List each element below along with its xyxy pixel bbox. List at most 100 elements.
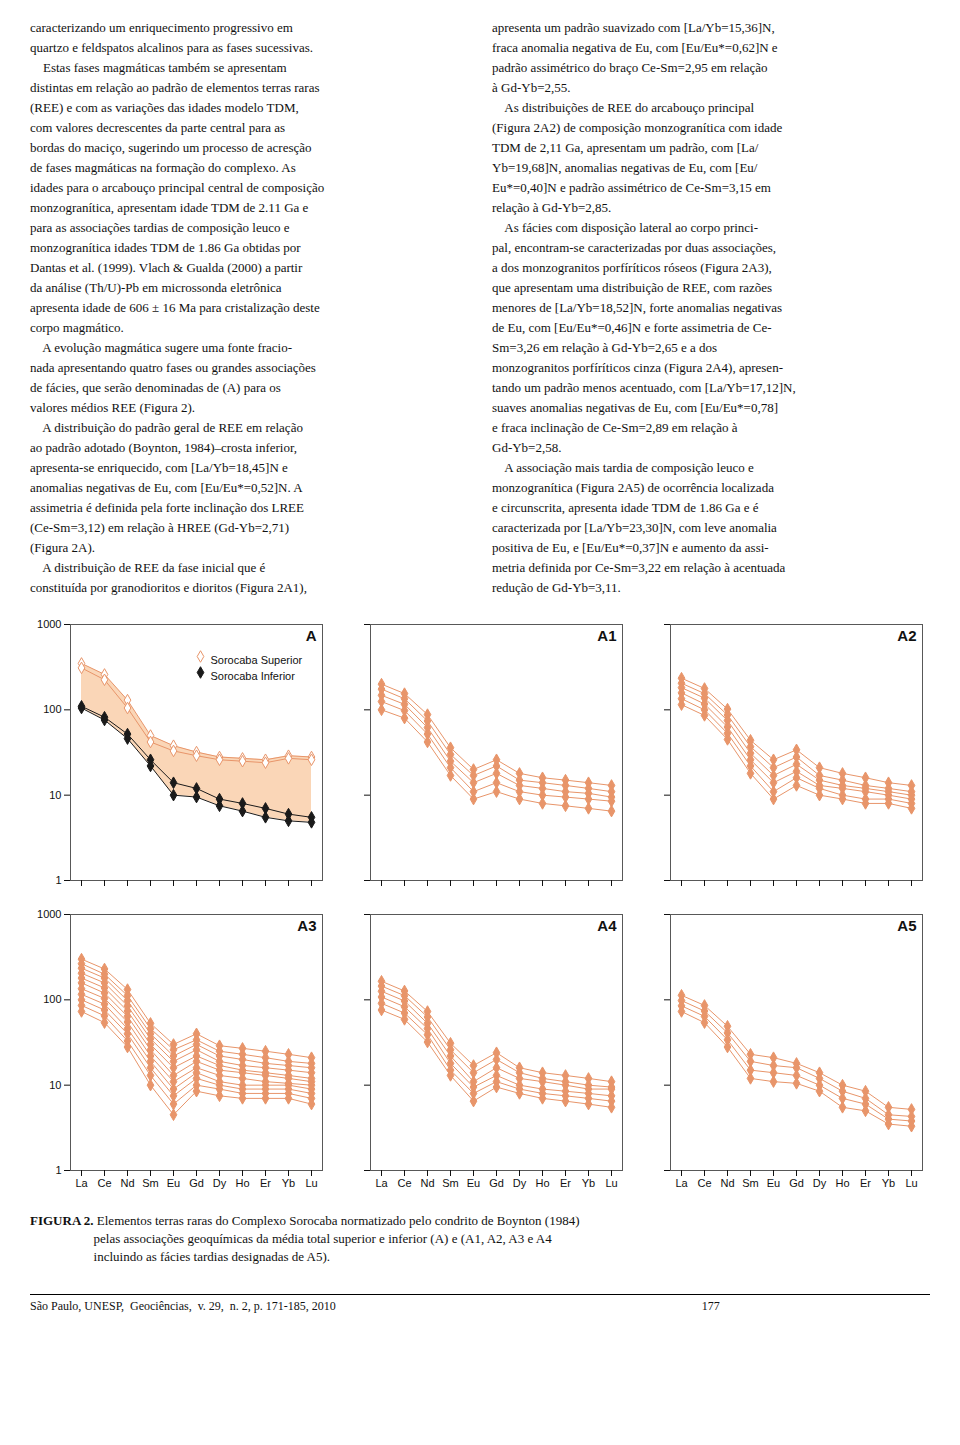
html-text:apresenta idade de 606 ± 16 Ma: apresenta idade de 606 ± 16 Ma para cris… (30, 300, 320, 315)
svg-text:Dy: Dy (213, 1177, 227, 1189)
html-text:distintas em relação ao padrão: distintas em relação ao padrão de elemen… (30, 80, 320, 95)
svg-text:Eu: Eu (467, 1177, 480, 1189)
svg-text:Eu: Eu (167, 1177, 180, 1189)
html-text:constituída por granodioritos: constituída por granodioritos e dioritos… (30, 580, 307, 595)
svg-text:A2: A2 (897, 627, 916, 644)
svg-text:100: 100 (43, 993, 61, 1005)
html-text:A distribuição do padrão geral: A distribuição do padrão geral de REE em… (30, 420, 303, 435)
html-text:corpo magmático.: corpo magmático. (30, 320, 124, 335)
svg-text:Lu: Lu (905, 1177, 917, 1189)
html-text:monzogranítica, apresentam ida: monzogranítica, apresentam idade TDM de … (30, 200, 309, 215)
svg-text:10: 10 (49, 789, 61, 801)
svg-text:La: La (75, 1177, 88, 1189)
svg-text:Er: Er (560, 1177, 571, 1189)
html-text:relação à Gd-Yb=2,85.: relação à Gd-Yb=2,85. (492, 200, 612, 215)
svg-text:1000: 1000 (37, 618, 61, 630)
svg-text:A4: A4 (597, 917, 617, 934)
svg-text:10: 10 (49, 1079, 61, 1091)
html-text:de fases magmáticas na formaçã: de fases magmáticas na formação do compl… (30, 160, 296, 175)
html-text:Dantas et al. (1999). Vlach &: Dantas et al. (1999). Vlach & Gualda (20… (30, 260, 303, 275)
svg-text:1000: 1000 (37, 908, 61, 920)
html-text:Eu*=0,40]N e padrão assimétric: Eu*=0,40]N e padrão assimétrico de Ce-Sm… (492, 180, 771, 195)
svg-text:100: 100 (43, 703, 61, 715)
html-text:idades para o arcabouço princi: idades para o arcabouço principal centra… (30, 180, 325, 195)
svg-text:La: La (375, 1177, 388, 1189)
svg-text:1: 1 (55, 1164, 61, 1176)
svg-text:Gd: Gd (189, 1177, 204, 1189)
html-text:monzogranítica idades TDM de 1: monzogranítica idades TDM de 1.86 Ga obt… (30, 240, 301, 255)
html-text:que apresentam uma distribuiçã: que apresentam uma distribuição de REE, … (492, 280, 773, 295)
html-text:(Figura 2A2) de composição mon: (Figura 2A2) de composição monzogranític… (492, 120, 783, 135)
html-text:apresenta-se enriquecido, com: apresenta-se enriquecido, com [La/Yb=18,… (30, 460, 288, 475)
html-text:tando um padrão menos acentuad: tando um padrão menos acentuado, com [La… (492, 380, 796, 395)
html-text:valores médios REE (Figura 2).: valores médios REE (Figura 2). (30, 400, 195, 415)
html-text:padrão assimétrico do braço Ce: padrão assimétrico do braço Ce-Sm=2,95 e… (492, 60, 768, 75)
html-text:quartzo e feldspatos alcalinos: quartzo e feldspatos alcalinos para as f… (30, 40, 313, 55)
html-text:TDM de 2,11 Ga, apresentam um: TDM de 2,11 Ga, apresentam um padrão, co… (492, 140, 759, 155)
svg-text:Nd: Nd (120, 1177, 134, 1189)
svg-text:Sorocaba Superior: Sorocaba Superior (211, 654, 303, 666)
html-text:(REE) e com as variações das i: (REE) e com as variações das idades mode… (30, 100, 299, 115)
html-text:A evolução magmática sugere um: A evolução magmática sugere uma fonte fr… (30, 340, 293, 355)
html-text:apresenta um padrão suavizado: apresenta um padrão suavizado com [La/Yb… (492, 20, 775, 35)
html-text:para as associações tardias de: para as associações tardias de composiçã… (30, 220, 290, 235)
svg-text:Er: Er (260, 1177, 271, 1189)
html-text:FIGURA 2. Elementos terras rar: FIGURA 2. Elementos terras raras do Comp… (30, 1213, 580, 1264)
svg-text:Ho: Ho (835, 1177, 849, 1189)
svg-text:Gd: Gd (789, 1177, 804, 1189)
html-text:Yb=19,68]N, anomalias negativa: Yb=19,68]N, anomalias negativas de Eu, c… (492, 160, 758, 175)
svg-text:Er: Er (860, 1177, 871, 1189)
svg-text:1: 1 (55, 874, 61, 886)
svg-text:Nd: Nd (420, 1177, 434, 1189)
html-text:fraca anomalia negativa de Eu,: fraca anomalia negativa de Eu, com [Eu/E… (492, 40, 778, 55)
html-text:menores de [La/Yb=18,52]N, for: menores de [La/Yb=18,52]N, forte anomali… (492, 300, 782, 315)
html-text:anomalias negativas de Eu, com: anomalias negativas de Eu, com [Eu/Eu*=0… (30, 480, 303, 495)
html-text:suaves anomalias negativas de: suaves anomalias negativas de Eu, com [E… (492, 400, 778, 415)
svg-text:Yb: Yb (282, 1177, 295, 1189)
svg-text:Sm: Sm (742, 1177, 759, 1189)
html-text:Estas fases magmáticas também: Estas fases magmáticas também se apresen… (30, 60, 287, 75)
svg-text:Sorocaba Inferior: Sorocaba Inferior (211, 670, 296, 682)
html-text:(Ce-Sm=3,12) em relação à HREE: (Ce-Sm=3,12) em relação à HREE (Gd-Yb=2,… (30, 520, 290, 535)
html-text:As distribuições de REE do arc: As distribuições de REE do arcabouço pri… (492, 100, 755, 115)
html-text:caracterizando um enriquecimen: caracterizando um enriquecimento progres… (30, 20, 293, 35)
svg-text:A1: A1 (597, 627, 616, 644)
svg-text:Ho: Ho (235, 1177, 249, 1189)
svg-text:Dy: Dy (813, 1177, 827, 1189)
html-text:(Figura 2A).: (Figura 2A). (30, 540, 95, 555)
html-text:bordas do maciço, sugerindo um: bordas do maciço, sugerindo um processo … (30, 140, 312, 155)
svg-text:Nd: Nd (720, 1177, 734, 1189)
html-text:de fácies, que serão denominad: de fácies, que serão denominadas de (A) … (30, 380, 281, 395)
svg-text:A3: A3 (297, 917, 316, 934)
svg-text:Yb: Yb (582, 1177, 595, 1189)
html-text:A distribuição de REE da fase: A distribuição de REE da fase inicial qu… (30, 560, 266, 575)
html-text:da análise (Th/U)-Pb em micros: da análise (Th/U)-Pb em microssonda elet… (30, 280, 282, 295)
html-text:nada apresentando quatro fases: nada apresentando quatro fases ou grande… (30, 360, 316, 375)
svg-text:Lu: Lu (305, 1177, 317, 1189)
svg-text:Sm: Sm (442, 1177, 459, 1189)
svg-text:Eu: Eu (767, 1177, 780, 1189)
svg-text:A: A (306, 627, 317, 644)
html-text:de Eu, com [Eu/Eu*=0,46]N e fo: de Eu, com [Eu/Eu*=0,46]N e forte assime… (492, 320, 772, 335)
html-text:Sm=3,26 em relação à Gd-Yb=2,6: Sm=3,26 em relação à Gd-Yb=2,65 e a dos (492, 340, 718, 355)
html-text:e fraca inclinação de Ce-Sm=2,: e fraca inclinação de Ce-Sm=2,89 em rela… (492, 420, 738, 435)
svg-text:Sm: Sm (142, 1177, 159, 1189)
svg-text:Ce: Ce (697, 1177, 711, 1189)
svg-text:Gd: Gd (489, 1177, 504, 1189)
svg-text:Dy: Dy (513, 1177, 527, 1189)
svg-text:Ce: Ce (97, 1177, 111, 1189)
html-text:com valores decrescentes da pa: com valores decrescentes da parte centra… (30, 120, 286, 135)
html-text:As fácies com disposição later: As fácies com disposição lateral ao corp… (492, 220, 759, 235)
svg-text:Lu: Lu (605, 1177, 617, 1189)
svg-text:La: La (675, 1177, 688, 1189)
html-text:ao padrão adotado (Boynton, 19: ao padrão adotado (Boynton, 1984)–crosta… (30, 440, 297, 455)
svg-text:Ce: Ce (397, 1177, 411, 1189)
html-text:a dos monzogranitos porfírític: a dos monzogranitos porfíríticos róseos … (492, 260, 772, 275)
svg-text:Yb: Yb (882, 1177, 895, 1189)
html-text:pal, encontram-se caracterizad: pal, encontram-se caracterizadas por dua… (492, 240, 777, 255)
svg-text:Ho: Ho (535, 1177, 549, 1189)
svg-text:A5: A5 (897, 917, 916, 934)
html-text:monzogranitos porfíríticos cin: monzogranitos porfíríticos cinza (Figura… (492, 360, 783, 375)
html-text:à Gd-Yb=2,55.: à Gd-Yb=2,55. (492, 80, 571, 95)
html-text:assimetria é definida pela for: assimetria é definida pela forte inclina… (30, 500, 304, 515)
